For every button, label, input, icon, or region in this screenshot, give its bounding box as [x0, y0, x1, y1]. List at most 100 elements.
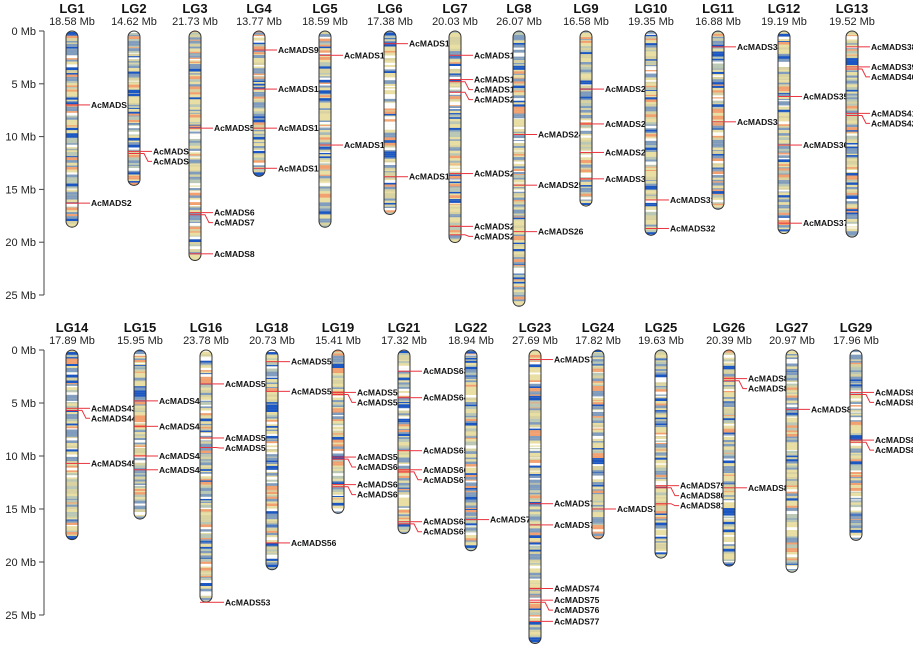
- density-band: [846, 211, 858, 213]
- density-band: [513, 42, 525, 45]
- density-band: [384, 80, 396, 84]
- density-band: [134, 506, 146, 510]
- density-band: [529, 374, 541, 377]
- density-band: [66, 149, 78, 152]
- density-band: [66, 119, 78, 122]
- density-band: [266, 560, 278, 563]
- density-band: [712, 79, 724, 83]
- density-band: [580, 80, 592, 83]
- density-band: [66, 403, 78, 406]
- density-band: [645, 31, 657, 34]
- gene-label: AcMADS41: [871, 108, 913, 118]
- density-band: [850, 438, 862, 441]
- density-band: [449, 66, 461, 69]
- density-band: [66, 162, 78, 166]
- density-band: [513, 217, 525, 220]
- density-band: [200, 426, 212, 429]
- density-band: [266, 481, 278, 484]
- density-band: [134, 442, 146, 445]
- density-band: [655, 492, 667, 496]
- density-band: [384, 164, 396, 168]
- gene-label: AcMADS27: [605, 84, 651, 94]
- chromosome-size: 23.78 Mb: [183, 335, 229, 347]
- density-band: [189, 125, 201, 128]
- gene-marker-acmads22: AcMADS22: [449, 221, 520, 231]
- density-band: [846, 203, 858, 206]
- density-band: [529, 507, 541, 510]
- density-band: [723, 506, 735, 509]
- density-band: [384, 84, 396, 86]
- density-band: [529, 430, 541, 434]
- density-band: [778, 106, 790, 109]
- density-band: [786, 467, 798, 470]
- density-band: [846, 168, 858, 170]
- density-band: [786, 438, 798, 440]
- density-band: [723, 503, 735, 507]
- density-band: [723, 554, 735, 557]
- density-band: [592, 365, 604, 367]
- density-band: [513, 197, 525, 200]
- density-band: [712, 125, 724, 129]
- density-band: [266, 351, 278, 353]
- density-band: [465, 476, 477, 480]
- density-band: [319, 186, 331, 189]
- density-band: [786, 417, 798, 421]
- density-band: [200, 481, 212, 484]
- density-band: [723, 404, 735, 408]
- density-band: [723, 415, 735, 417]
- density-band: [266, 501, 278, 504]
- density-band: [723, 473, 735, 475]
- density-band: [134, 401, 146, 405]
- density-band: [778, 75, 790, 78]
- density-band: [128, 77, 140, 80]
- density-band: [465, 443, 477, 446]
- density-band: [786, 537, 798, 541]
- density-band: [850, 448, 862, 450]
- gene-label: AcMADS28: [605, 119, 651, 129]
- density-band: [712, 119, 724, 122]
- density-band: [66, 464, 78, 466]
- density-band: [778, 56, 790, 59]
- density-band: [266, 371, 278, 375]
- density-band: [786, 427, 798, 431]
- density-band: [465, 434, 477, 437]
- density-band: [786, 524, 798, 528]
- density-band: [66, 151, 78, 153]
- density-band: [266, 567, 278, 569]
- density-band: [645, 103, 657, 107]
- density-band: [128, 84, 140, 88]
- density-band: [580, 191, 592, 194]
- density-band: [655, 543, 667, 547]
- density-band: [513, 215, 525, 217]
- density-band: [778, 42, 790, 45]
- density-band: [529, 632, 541, 635]
- density-band: [580, 73, 592, 77]
- density-band: [319, 151, 331, 153]
- density-band: [846, 218, 858, 222]
- density-band: [449, 168, 461, 172]
- density-band: [592, 368, 604, 371]
- density-band: [529, 392, 541, 395]
- gene-label: AcMADS61: [357, 480, 403, 490]
- density-band: [66, 183, 78, 187]
- density-band: [319, 127, 331, 129]
- density-band: [513, 237, 525, 241]
- density-band: [449, 62, 461, 64]
- density-band: [66, 461, 78, 464]
- density-band: [655, 423, 667, 426]
- density-band: [253, 167, 265, 169]
- gene-label: AcMADS17: [474, 50, 520, 60]
- density-band: [655, 387, 667, 390]
- density-band: [655, 389, 667, 392]
- density-band: [723, 395, 735, 398]
- density-band: [778, 31, 790, 34]
- density-band: [723, 367, 735, 370]
- density-band: [846, 173, 858, 176]
- density-band: [592, 497, 604, 499]
- density-band: [266, 418, 278, 420]
- gene-label: AcMADS18: [474, 75, 520, 85]
- density-band: [529, 569, 541, 573]
- density-band: [850, 499, 862, 501]
- density-band: [449, 204, 461, 208]
- density-band: [66, 148, 78, 150]
